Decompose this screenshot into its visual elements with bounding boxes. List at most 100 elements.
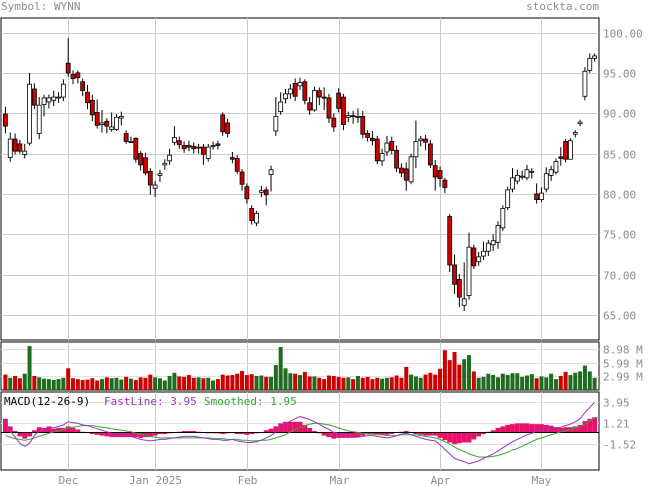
candle-body xyxy=(46,97,52,103)
volume-bar xyxy=(553,379,558,390)
candle-body xyxy=(143,157,148,174)
volume-bar xyxy=(298,375,302,390)
volume-bar xyxy=(573,372,578,390)
macd-histogram-bar xyxy=(7,426,13,433)
macd-tick-label: 1.21 xyxy=(603,418,630,431)
x-tick-label: Dec xyxy=(59,474,79,486)
volume-bar xyxy=(71,378,76,390)
price-tick-label: 75.00 xyxy=(603,229,636,242)
volume-bar xyxy=(404,366,409,390)
macd-histogram-bar xyxy=(452,432,457,444)
volume-bar xyxy=(80,380,85,390)
candle-body xyxy=(307,102,313,111)
volume-bar xyxy=(457,364,462,390)
candle-body xyxy=(60,83,66,98)
candle-body xyxy=(152,184,158,189)
volume-bar xyxy=(375,377,380,390)
volume-bar xyxy=(8,377,13,390)
volume-bar xyxy=(56,379,61,390)
volume-bar xyxy=(355,375,360,390)
macd-histogram-bar xyxy=(427,432,433,436)
candle-body xyxy=(51,96,57,101)
volume-bar xyxy=(582,365,587,390)
candle-body xyxy=(437,170,443,179)
macd-histogram-bar xyxy=(31,430,37,433)
candle-body xyxy=(94,112,100,126)
volume-bar xyxy=(167,375,172,390)
x-tick-label: Feb xyxy=(238,474,258,486)
volume-bar xyxy=(46,379,51,390)
macd-histogram-bar xyxy=(60,427,66,433)
candle-body xyxy=(225,122,230,134)
volume-bar xyxy=(515,373,520,390)
macd-histogram-bar xyxy=(374,432,380,435)
candle-body xyxy=(3,113,8,127)
volume-bar xyxy=(365,376,370,390)
volume-bar xyxy=(336,376,341,390)
macd-histogram-bar xyxy=(336,432,342,438)
macd-histogram-bar xyxy=(500,426,506,433)
macd-histogram-bar xyxy=(94,432,100,435)
candle-body xyxy=(172,137,177,143)
candle-body xyxy=(529,170,535,173)
volume-bar xyxy=(104,377,109,390)
macd-histogram-bar xyxy=(143,432,148,438)
macd-histogram-bar xyxy=(65,426,71,433)
candle-body xyxy=(109,126,115,130)
site-label: stockta.com xyxy=(526,0,599,13)
candle-body xyxy=(258,190,264,193)
volume-bar xyxy=(341,377,346,390)
volume-bar xyxy=(592,377,597,390)
volume-tick-label: 2.99 M xyxy=(603,371,643,384)
macd-histogram-bar xyxy=(403,431,409,433)
macd-histogram-bar xyxy=(345,432,351,438)
macd-histogram-bar xyxy=(495,427,501,433)
candle-body xyxy=(22,150,28,155)
candle-body xyxy=(490,240,496,246)
macd-histogram-bar xyxy=(529,424,535,433)
volume-bar xyxy=(322,379,327,390)
macd-histogram-bar xyxy=(413,432,419,435)
candle-body xyxy=(12,138,18,152)
volume-bar xyxy=(524,375,529,390)
volume-bar xyxy=(264,376,269,390)
volume-bar xyxy=(100,379,104,390)
volume-bar xyxy=(520,376,525,390)
candle-body xyxy=(442,179,448,188)
candle-body xyxy=(268,169,274,175)
candle-body xyxy=(234,158,240,172)
candle-body xyxy=(563,141,569,160)
macd-histogram-bar xyxy=(181,431,187,433)
candle-body xyxy=(577,121,583,125)
candle-body xyxy=(273,116,279,132)
volume-bar xyxy=(452,351,457,390)
macd-histogram-bar xyxy=(553,427,559,433)
macd-histogram-bar xyxy=(563,427,569,433)
candle-body xyxy=(118,116,124,119)
macd-histogram-bar xyxy=(592,417,597,433)
volume-bar xyxy=(254,375,259,390)
volume-bar xyxy=(109,378,114,390)
volume-bar xyxy=(138,377,143,390)
macd-histogram-bar xyxy=(350,432,356,438)
candle-body xyxy=(215,143,221,146)
volume-bar xyxy=(66,368,71,390)
volume-bar xyxy=(442,350,447,390)
x-tick-label: Apr xyxy=(431,474,451,486)
macd-histogram-bar xyxy=(278,423,284,433)
macd-histogram-bar xyxy=(437,432,443,438)
volume-bar xyxy=(510,373,515,390)
candle-body xyxy=(104,120,110,127)
candle-body xyxy=(75,72,81,79)
macd-histogram-bar xyxy=(123,432,129,438)
volume-bar xyxy=(467,355,472,390)
volume-bar xyxy=(283,368,288,390)
candle-body xyxy=(408,156,414,183)
macd-fast-line xyxy=(4,401,595,465)
macd-histogram-bar xyxy=(365,432,371,435)
price-tick-label: 95.00 xyxy=(603,68,636,81)
macd-histogram-bar xyxy=(331,432,337,439)
volume-bar xyxy=(269,376,274,390)
volume-bar xyxy=(128,378,133,390)
macd-histogram-bar xyxy=(51,428,57,433)
